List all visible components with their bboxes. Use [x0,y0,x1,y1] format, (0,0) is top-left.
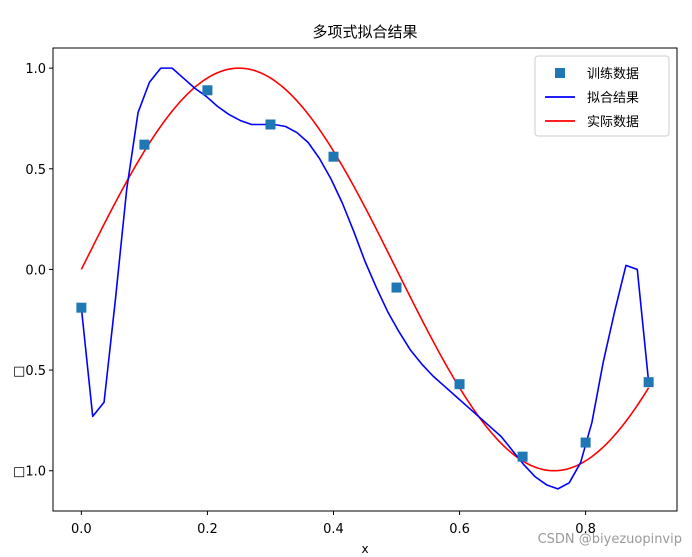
data-point [643,377,654,388]
y-tick-label: □0.5 [13,364,46,379]
legend-box [534,55,670,137]
data-point [265,119,276,130]
data-point [202,85,213,96]
watermark: CSDN @biyezuopinvip [537,532,682,547]
plot-frame [52,47,678,512]
chart-title: 多项式拟合结果 [312,23,417,41]
legend-label: 拟合结果 [587,91,639,106]
y-tick-label: 1.0 [25,62,46,77]
data-point [76,302,87,313]
data-point [454,379,465,390]
x-tick-label: 0.0 [71,522,92,537]
data-point [580,437,591,448]
x-tick-label: 0.6 [449,522,470,537]
y-tick-label: 0.5 [25,163,46,178]
data-point [139,139,150,150]
y-axis: 1.0 0.5 0.0 □0.5 □1.0 [13,62,53,480]
data-point [517,451,528,462]
data-point [391,282,402,293]
series-line-fit [80,67,650,490]
series-line-actual [80,67,650,472]
y-tick-label: 0.0 [25,263,46,278]
legend-marker [555,68,565,78]
y-tick-label: □1.0 [13,465,46,480]
legend-label: 训练数据 [587,67,639,82]
x-tick-label: 0.2 [197,522,218,537]
x-tick-label: 0.4 [323,522,344,537]
x-axis: 0.0 0.2 0.4 0.6 0.8 [71,511,596,537]
legend-label: 实际数据 [587,115,639,130]
x-tick-label: 0.8 [575,522,596,537]
data-point [328,151,339,162]
series-layer [76,67,654,490]
x-axis-label: x [361,542,368,556]
